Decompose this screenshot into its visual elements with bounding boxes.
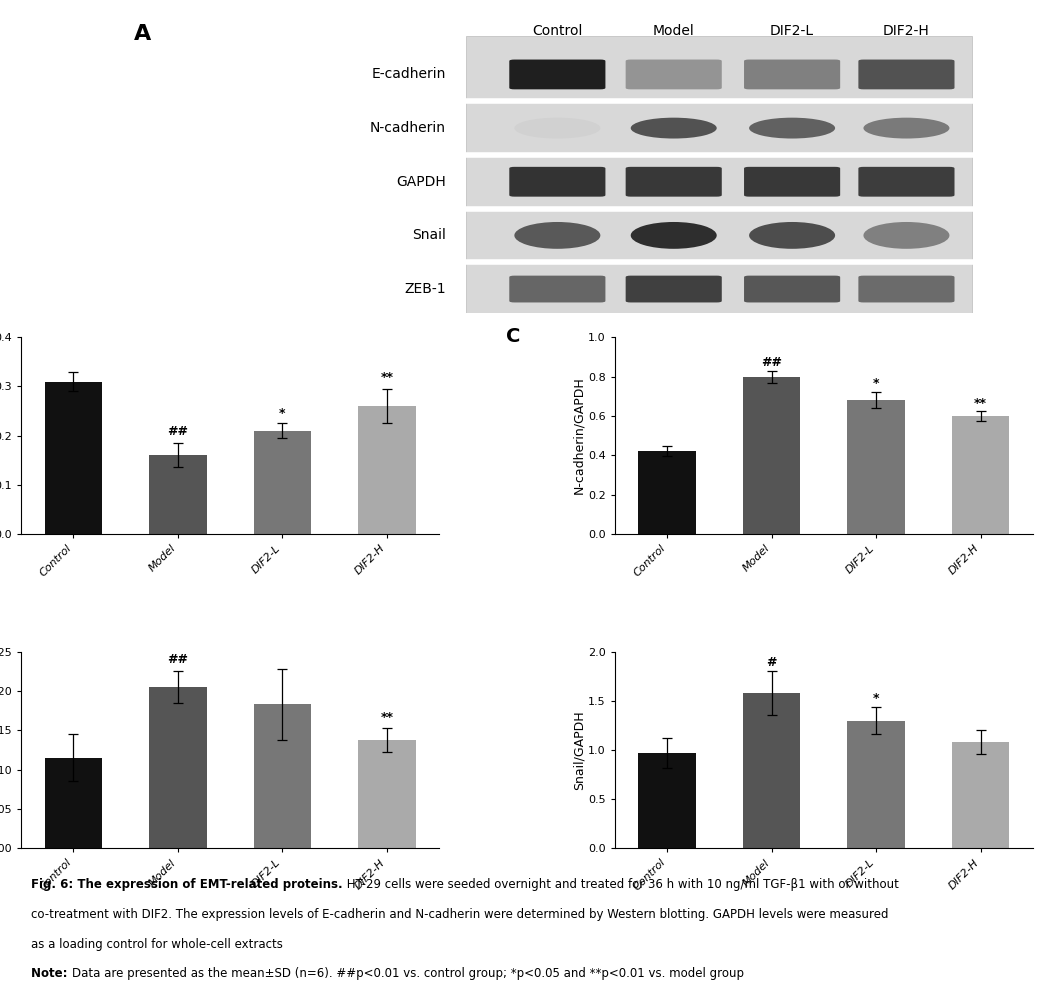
Text: A: A [134,24,151,44]
Bar [254,430,311,534]
Y-axis label: Snail/GAPDH: Snail/GAPDH [572,710,585,790]
Bar [847,401,905,534]
FancyBboxPatch shape [626,167,722,197]
Text: Control: Control [532,24,583,38]
Text: co-treatment with DIF2. The expression levels of E-cadherin and N-cadherin were : co-treatment with DIF2. The expression l… [32,908,889,921]
Text: **: ** [380,711,393,724]
FancyBboxPatch shape [626,59,722,89]
Bar [149,455,207,534]
Ellipse shape [863,118,950,138]
FancyBboxPatch shape [509,167,605,197]
Text: E-cadherin: E-cadherin [372,67,446,81]
Text: ##: ## [168,653,189,666]
Text: as a loading control for whole-cell extracts: as a loading control for whole-cell extr… [32,938,284,950]
Bar [847,721,905,849]
FancyBboxPatch shape [858,276,955,303]
Ellipse shape [749,118,835,138]
Text: Data are presented as the mean±SD (n=6). ##p<0.01 vs. control group; *p<0.05 and: Data are presented as the mean±SD (n=6).… [72,967,744,980]
Text: ##: ## [168,425,189,438]
Text: C: C [506,327,521,346]
Bar [149,687,207,849]
Bar [639,451,696,534]
Text: **: ** [974,397,988,409]
Bar [44,382,102,534]
Ellipse shape [514,222,601,249]
Ellipse shape [630,118,717,138]
FancyBboxPatch shape [744,59,840,89]
Text: HT-29 cells were seeded overnight and treated for 36 h with 10 ng/ml TGF-β1 with: HT-29 cells were seeded overnight and tr… [343,878,899,891]
FancyBboxPatch shape [509,276,605,303]
Bar [639,753,696,849]
Text: ZEB-1: ZEB-1 [405,282,446,296]
FancyBboxPatch shape [858,59,955,89]
Text: Fig. 6: The expression of EMT-related proteins.: Fig. 6: The expression of EMT-related pr… [32,878,343,891]
Text: *: * [279,406,286,420]
Bar [358,406,415,534]
Text: Note:: Note: [32,967,72,980]
Bar [358,740,415,849]
Bar [254,704,311,849]
Text: Note:: Note: [32,967,72,980]
Text: Snail: Snail [412,228,446,242]
FancyBboxPatch shape [466,36,972,313]
Text: #: # [766,656,777,669]
FancyBboxPatch shape [509,59,605,89]
Bar [44,758,102,849]
Text: ##: ## [761,356,782,369]
Text: N-cadherin: N-cadherin [370,121,446,135]
Ellipse shape [863,222,950,249]
Ellipse shape [749,222,835,249]
FancyBboxPatch shape [858,167,955,197]
Text: DIF2-H: DIF2-H [883,24,930,38]
Text: **: ** [380,371,393,384]
Bar [952,416,1010,534]
FancyBboxPatch shape [744,167,840,197]
Ellipse shape [630,222,717,249]
Text: Fig. 6: The expression of EMT-related proteins.: Fig. 6: The expression of EMT-related pr… [32,878,343,891]
Bar [743,377,800,534]
Text: Model: Model [652,24,695,38]
Text: *: * [873,692,879,705]
Bar [952,742,1010,849]
Text: GAPDH: GAPDH [396,175,446,189]
FancyBboxPatch shape [626,276,722,303]
Text: DIF2-L: DIF2-L [770,24,814,38]
FancyBboxPatch shape [744,276,840,303]
Bar [743,693,800,849]
Y-axis label: N-cadherin/GAPDH: N-cadherin/GAPDH [572,377,585,494]
Text: *: * [873,378,879,391]
Ellipse shape [514,118,601,138]
